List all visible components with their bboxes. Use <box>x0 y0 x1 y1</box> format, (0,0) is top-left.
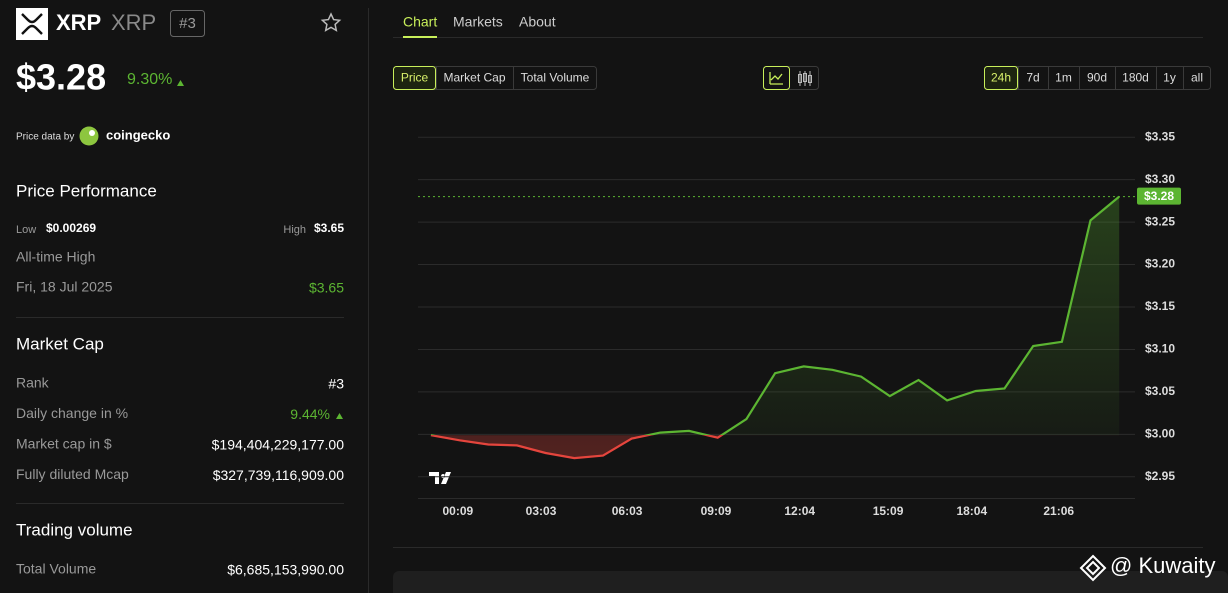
favorite-star[interactable] <box>320 12 342 32</box>
provider-logo-eye <box>89 130 95 136</box>
tab[interactable]: Markets <box>453 14 503 30</box>
range-button[interactable]: 180d <box>1122 71 1149 85</box>
y-tick-label: $3.05 <box>1145 384 1175 398</box>
row-label: Daily change in % <box>16 405 128 421</box>
range-button[interactable]: 1m <box>1055 71 1072 85</box>
x-tick-label: 06:03 <box>612 504 643 518</box>
tab[interactable]: Chart <box>403 14 437 30</box>
up-arrow <box>336 413 343 419</box>
low-label: Low <box>16 224 36 236</box>
price-provider: coingecko <box>106 127 170 142</box>
coin-rank: #3 <box>179 15 196 32</box>
provider-logo <box>79 126 99 146</box>
row-value: 9.44% <box>290 406 330 422</box>
ath-date: Fri, 18 Jul 2025 <box>16 279 113 295</box>
high-value: $3.65 <box>314 221 344 235</box>
range-button[interactable]: 7d <box>1026 71 1039 85</box>
ath-label: All-time High <box>16 249 95 265</box>
price-line-up <box>430 195 1120 436</box>
current-price-box <box>1137 187 1181 205</box>
y-tick-label: $3.35 <box>1145 129 1175 143</box>
area-up <box>430 196 1120 436</box>
row-value: $327,739,116,909.00 <box>213 467 345 483</box>
x-tick-label: 00:09 <box>443 504 474 518</box>
coin-symbol: XRP <box>111 10 156 35</box>
y-tick-label: $3.10 <box>1145 342 1175 356</box>
line-style-icon <box>769 72 783 85</box>
x-tick-label: 21:06 <box>1043 504 1074 518</box>
metric-button-active[interactable] <box>393 66 436 90</box>
metric-button[interactable]: Total Volume <box>521 71 590 85</box>
row-value: #3 <box>328 376 344 392</box>
x-tick-label: 03:03 <box>526 504 557 518</box>
price-source-label: Price data by <box>16 132 74 143</box>
row-label: Fully diluted Mcap <box>16 466 129 482</box>
coin-logo-mark <box>21 13 43 35</box>
rank-badge <box>170 10 205 37</box>
tradingview-logo <box>429 472 451 484</box>
texts: XRP XRP #3 $3.28 9.30% Price data by coingecko… <box>16 10 1215 578</box>
y-tick-label: $3.30 <box>1145 172 1175 186</box>
up-arrow <box>177 80 184 86</box>
price-line-down <box>430 435 724 460</box>
y-tick-label: $3.15 <box>1145 299 1175 313</box>
x-tick-label: 09:09 <box>701 504 732 518</box>
current-price-label: $3.28 <box>1144 189 1174 203</box>
low-value: $0.00269 <box>46 221 96 235</box>
line-style-button[interactable] <box>763 66 790 90</box>
candle-style-icon <box>798 74 802 83</box>
row-label: Market cap in $ <box>16 436 112 452</box>
metric-button[interactable]: Market Cap <box>443 71 505 85</box>
coin-name: XRP <box>56 10 101 35</box>
x-tick-label: 18:04 <box>956 504 987 518</box>
candle-style-icon <box>803 73 807 82</box>
candle-style-icon <box>808 75 812 83</box>
row-label: Rank <box>16 375 50 391</box>
row-value: $194,404,229,177.00 <box>212 437 345 453</box>
y-tick-label: $2.95 <box>1145 469 1175 483</box>
range-button[interactable]: 24h <box>991 71 1011 85</box>
high-label: High <box>283 224 306 236</box>
row-value: $6,685,153,990.00 <box>227 562 344 578</box>
row-label: Total Volume <box>16 561 96 577</box>
coin-price: $3.28 <box>16 57 106 98</box>
price-change: 9.30% <box>127 71 172 88</box>
metric-button[interactable]: Price <box>401 71 429 85</box>
tab[interactable]: About <box>519 14 556 30</box>
x-tick-label: 15:09 <box>873 504 904 518</box>
y-tick-label: $3.25 <box>1145 214 1175 228</box>
x-tick-label: 12:04 <box>784 504 815 518</box>
bottom-card <box>393 571 1228 593</box>
y-tick-label: $3.00 <box>1145 427 1175 441</box>
y-tick-label: $3.20 <box>1145 257 1175 271</box>
range-button[interactable]: 90d <box>1087 71 1107 85</box>
watermark-logo <box>1079 554 1107 582</box>
section-title: Market Cap <box>16 334 104 353</box>
range-button[interactable]: 1y <box>1163 71 1176 85</box>
section-title: Trading volume <box>16 520 133 539</box>
range-button[interactable]: all <box>1191 71 1203 85</box>
area-down <box>430 435 722 459</box>
ath-value: $3.65 <box>309 280 344 296</box>
range-button-active[interactable] <box>984 66 1018 90</box>
watermark: @ Kuwaity <box>1110 553 1215 578</box>
coin-logo <box>16 8 48 40</box>
section-title: Price Performance <box>16 181 157 200</box>
price-chart: $2.95 $3.00 $3.05 $3.10 $3.15 $3.20 $3.25 $3.30… <box>418 129 1181 518</box>
